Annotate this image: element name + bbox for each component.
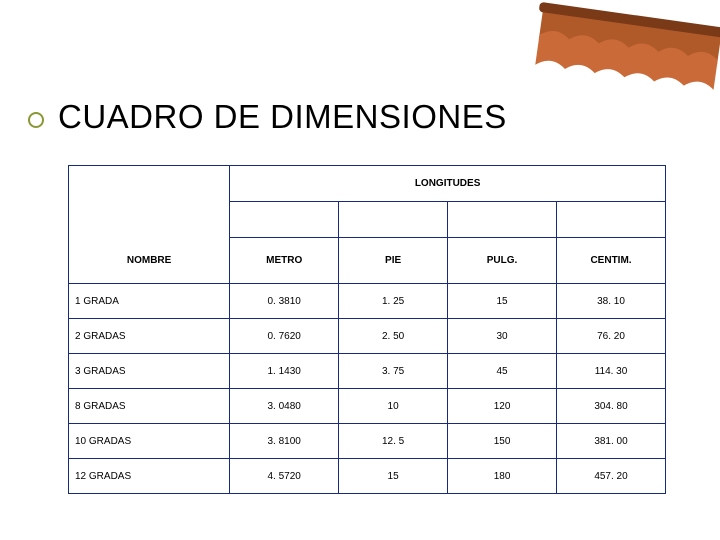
table-row: 10 GRADAS 3. 8100 12. 5 150 381. 00 — [69, 424, 666, 459]
cell-metro: 1. 1430 — [230, 354, 339, 389]
cell-nombre: 12 GRADAS — [69, 459, 230, 494]
cell-centim: 304. 80 — [557, 389, 666, 424]
dimensions-table: LONGITUDES NOMBRE METRO PIE PULG. CENTIM… — [68, 165, 666, 494]
longitudes-header: LONGITUDES — [230, 166, 666, 202]
cell-pie: 3. 75 — [339, 354, 448, 389]
spacer-cell — [230, 202, 339, 238]
cell-pulg: 30 — [448, 319, 557, 354]
title-row: CUADRO DE DIMENSIONES — [28, 98, 507, 136]
col-centim: CENTIM. — [557, 238, 666, 284]
table-row: 8 GRADAS 3. 0480 10 120 304. 80 — [69, 389, 666, 424]
page-title: CUADRO DE DIMENSIONES — [58, 98, 507, 136]
cell-pie: 12. 5 — [339, 424, 448, 459]
super-header-row: LONGITUDES — [69, 166, 666, 202]
cell-pie: 15 — [339, 459, 448, 494]
spacer-cell — [339, 202, 448, 238]
cell-nombre: 1 GRADA — [69, 284, 230, 319]
col-pulg: PULG. — [448, 238, 557, 284]
cell-pulg: 45 — [448, 354, 557, 389]
cell-metro: 0. 7620 — [230, 319, 339, 354]
cell-nombre: 3 GRADAS — [69, 354, 230, 389]
blank-header-cell — [69, 166, 230, 238]
cell-pulg: 15 — [448, 284, 557, 319]
col-nombre: NOMBRE — [69, 238, 230, 284]
cell-pie: 1. 25 — [339, 284, 448, 319]
roof-tile-image — [530, 0, 720, 90]
cell-metro: 3. 0480 — [230, 389, 339, 424]
cell-metro: 3. 8100 — [230, 424, 339, 459]
cell-centim: 38. 10 — [557, 284, 666, 319]
cell-pie: 2. 50 — [339, 319, 448, 354]
cell-nombre: 8 GRADAS — [69, 389, 230, 424]
table-row: 3 GRADAS 1. 1430 3. 75 45 114. 30 — [69, 354, 666, 389]
cell-centim: 457. 20 — [557, 459, 666, 494]
bullet-icon — [28, 112, 44, 128]
cell-pie: 10 — [339, 389, 448, 424]
table-body: 1 GRADA 0. 3810 1. 25 15 38. 10 2 GRADAS… — [69, 284, 666, 494]
cell-pulg: 150 — [448, 424, 557, 459]
cell-metro: 4. 5720 — [230, 459, 339, 494]
cell-pulg: 180 — [448, 459, 557, 494]
cell-centim: 381. 00 — [557, 424, 666, 459]
header-row: NOMBRE METRO PIE PULG. CENTIM. — [69, 238, 666, 284]
cell-nombre: 10 GRADAS — [69, 424, 230, 459]
cell-centim: 114. 30 — [557, 354, 666, 389]
cell-pulg: 120 — [448, 389, 557, 424]
table-row: 2 GRADAS 0. 7620 2. 50 30 76. 20 — [69, 319, 666, 354]
cell-nombre: 2 GRADAS — [69, 319, 230, 354]
dimensions-table-wrap: LONGITUDES NOMBRE METRO PIE PULG. CENTIM… — [68, 165, 666, 494]
spacer-cell — [448, 202, 557, 238]
col-metro: METRO — [230, 238, 339, 284]
cell-metro: 0. 3810 — [230, 284, 339, 319]
table-row: 12 GRADAS 4. 5720 15 180 457. 20 — [69, 459, 666, 494]
cell-centim: 76. 20 — [557, 319, 666, 354]
table-row: 1 GRADA 0. 3810 1. 25 15 38. 10 — [69, 284, 666, 319]
spacer-cell — [557, 202, 666, 238]
col-pie: PIE — [339, 238, 448, 284]
